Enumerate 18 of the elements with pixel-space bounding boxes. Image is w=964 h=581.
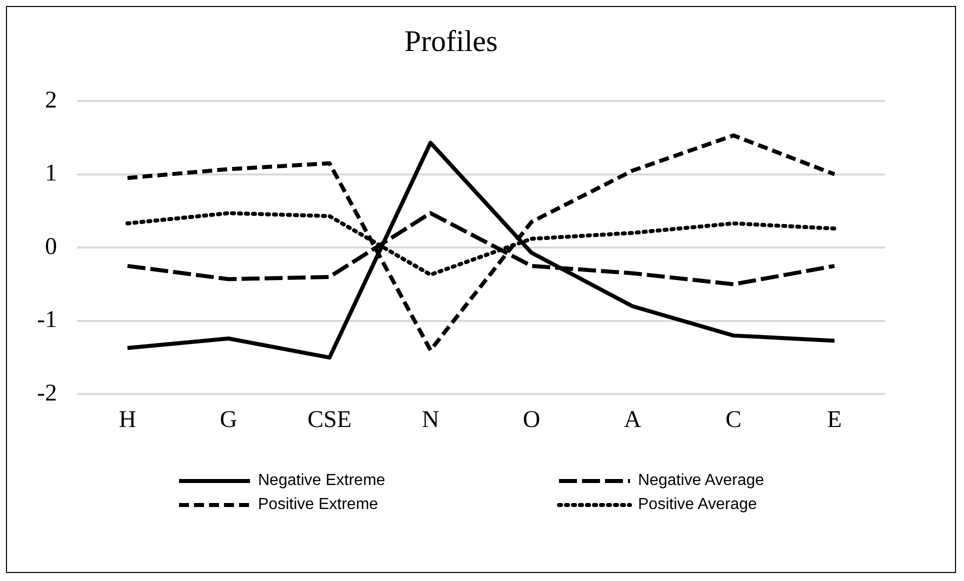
x-tick-label: A	[624, 406, 642, 433]
x-tick-label: N	[422, 406, 440, 433]
y-tick-label: 0	[44, 234, 57, 260]
legend-label: Negative Average	[638, 472, 764, 490]
y-tick-label: -2	[36, 380, 57, 406]
x-tick-label: E	[827, 406, 842, 433]
x-tick-label: O	[522, 406, 540, 433]
y-tick-label: 1	[44, 160, 57, 187]
x-tick-label: C	[725, 406, 742, 433]
chart-title: Profiles	[404, 24, 498, 58]
x-tick-label: CSE	[307, 406, 352, 433]
legend-label: Positive Average	[638, 496, 757, 514]
legend-label: Negative Extreme	[258, 472, 386, 490]
y-tick-label: -1	[36, 307, 57, 334]
x-tick-label: G	[220, 406, 238, 433]
y-tick-label: 2	[44, 87, 57, 114]
legend-label: Positive Extreme	[258, 496, 378, 514]
x-tick-label: H	[118, 406, 136, 433]
